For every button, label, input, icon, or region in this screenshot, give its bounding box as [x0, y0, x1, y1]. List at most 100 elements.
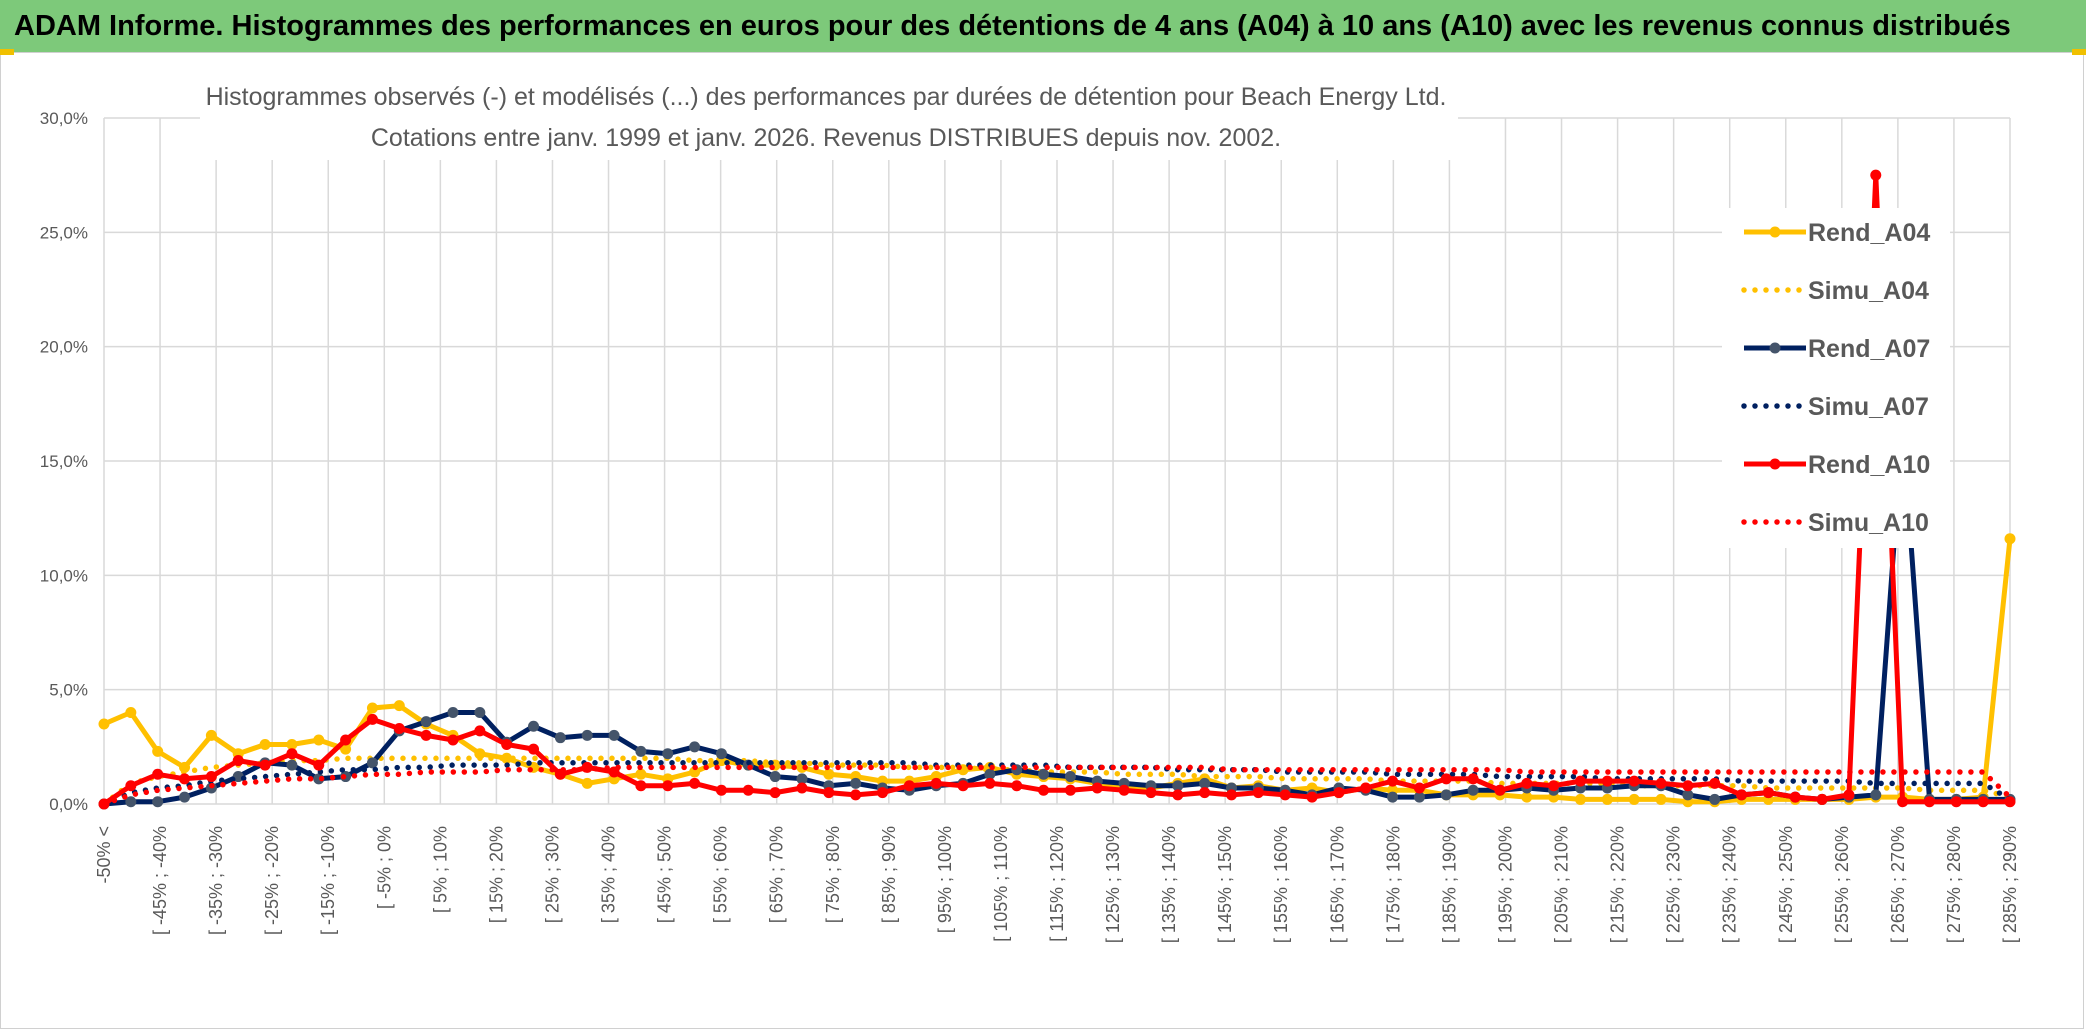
x-tick-label: [ 105% ; 110% — [991, 826, 1011, 942]
data-point — [1736, 789, 1748, 801]
data-point — [635, 745, 647, 757]
data-point — [1923, 796, 1935, 808]
data-point — [715, 784, 727, 796]
data-point — [393, 700, 405, 712]
data-point — [608, 729, 620, 741]
data-point — [1306, 791, 1318, 803]
data-point — [474, 725, 486, 737]
data-point — [689, 741, 701, 753]
x-tick-label: [ 15% ; 20% — [486, 826, 506, 923]
data-point — [152, 768, 164, 780]
data-point — [179, 773, 191, 785]
data-point — [501, 739, 513, 751]
x-tick-label: [ 285% ; 290% — [2000, 826, 2020, 943]
data-point — [2004, 533, 2016, 545]
data-point — [1145, 787, 1157, 799]
data-point — [1225, 789, 1237, 801]
data-point — [366, 702, 378, 714]
data-point — [984, 768, 996, 780]
data-point — [205, 771, 217, 783]
x-tick-label: [ -35% ; -30% — [206, 826, 226, 935]
data-point — [528, 720, 540, 732]
legend-item-simu_a10: Simu_A10 — [1741, 509, 1929, 537]
report-header: ADAM Informe. Histogrammes des performan… — [0, 0, 2086, 52]
chart-subtitle: Cotations entre janv. 1999 et janv. 2026… — [371, 124, 1281, 152]
data-point — [1655, 793, 1667, 805]
x-tick-label: [ -45% ; -40% — [150, 826, 170, 935]
data-point — [689, 777, 701, 789]
chart-title-background — [200, 72, 1458, 160]
data-point — [1172, 780, 1184, 792]
data-point — [125, 796, 137, 808]
data-point — [1870, 169, 1882, 181]
data-point — [1467, 784, 1479, 796]
data-point — [957, 780, 969, 792]
y-tick-label: 30,0% — [40, 109, 88, 128]
data-point — [340, 734, 352, 746]
data-point — [1440, 773, 1452, 785]
x-tick-label: [ 265% ; 270% — [1888, 826, 1908, 943]
data-point — [1548, 780, 1560, 792]
y-axis: 0,0% 5,0% 10,0% 15,0% 20,0% 25,0% 30,0% — [40, 109, 88, 814]
data-point — [1064, 784, 1076, 796]
data-point — [769, 787, 781, 799]
data-point — [554, 732, 566, 744]
y-tick-label: 20,0% — [40, 338, 88, 357]
chart-title: Histogrammes observés (-) et modélisés (… — [206, 83, 1447, 111]
data-point — [313, 759, 325, 771]
data-point — [1413, 791, 1425, 803]
data-point — [1574, 793, 1586, 805]
data-point — [420, 729, 432, 741]
data-point — [1118, 784, 1130, 796]
data-point — [1789, 791, 1801, 803]
x-tick-label: [ 185% ; 190% — [1439, 826, 1459, 943]
x-axis: -50% < [ -45% ; -40% [ -35% ; -30% [ -25% ;… — [94, 826, 2020, 943]
data-point — [1064, 771, 1076, 783]
data-point — [1091, 782, 1103, 794]
data-point — [1628, 793, 1640, 805]
data-point — [769, 771, 781, 783]
chart-frame — [0, 52, 2084, 1029]
x-tick-label: [ 115% ; 120% — [1047, 826, 1067, 942]
data-point — [1655, 777, 1667, 789]
data-point — [232, 755, 244, 767]
data-point — [796, 773, 808, 785]
chart-gridlines — [103, 117, 2011, 805]
data-point — [152, 796, 164, 808]
data-point — [1440, 789, 1452, 801]
data-point — [1038, 768, 1050, 780]
data-point — [447, 707, 459, 719]
data-point — [1494, 784, 1506, 796]
data-point — [1011, 780, 1023, 792]
x-tick-label: [ 145% ; 150% — [1215, 826, 1235, 943]
data-point — [850, 789, 862, 801]
data-point — [635, 768, 647, 780]
x-tick-label: [ 55% ; 60% — [711, 826, 731, 923]
data-point — [1628, 775, 1640, 787]
data-point — [1843, 789, 1855, 801]
data-point — [689, 766, 701, 778]
data-point — [1977, 796, 1989, 808]
data-point — [447, 734, 459, 746]
data-point — [528, 743, 540, 755]
data-point — [1709, 777, 1721, 789]
data-point — [877, 787, 889, 799]
chart-series — [98, 169, 2016, 810]
data-point — [340, 743, 352, 755]
x-tick-label: [ 215% ; 220% — [1608, 826, 1628, 943]
data-point — [903, 780, 915, 792]
x-tick-label: [ -15% ; -10% — [318, 826, 338, 935]
legend-item-simu_a07: Simu_A07 — [1741, 393, 1929, 421]
data-point — [1521, 777, 1533, 789]
data-point — [796, 782, 808, 794]
data-point — [179, 761, 191, 773]
data-point — [232, 771, 244, 783]
legend-marker — [1769, 458, 1781, 470]
legend-label: Simu_A04 — [1808, 277, 1929, 305]
x-tick-label: [ -25% ; -20% — [262, 826, 282, 935]
series-rend_a10 — [98, 169, 2016, 810]
legend-label: Rend_A04 — [1808, 219, 1930, 247]
x-tick-label: [ 205% ; 210% — [1552, 826, 1572, 943]
x-tick-label: [ 25% ; 30% — [542, 826, 562, 923]
corner-mark — [0, 49, 14, 55]
